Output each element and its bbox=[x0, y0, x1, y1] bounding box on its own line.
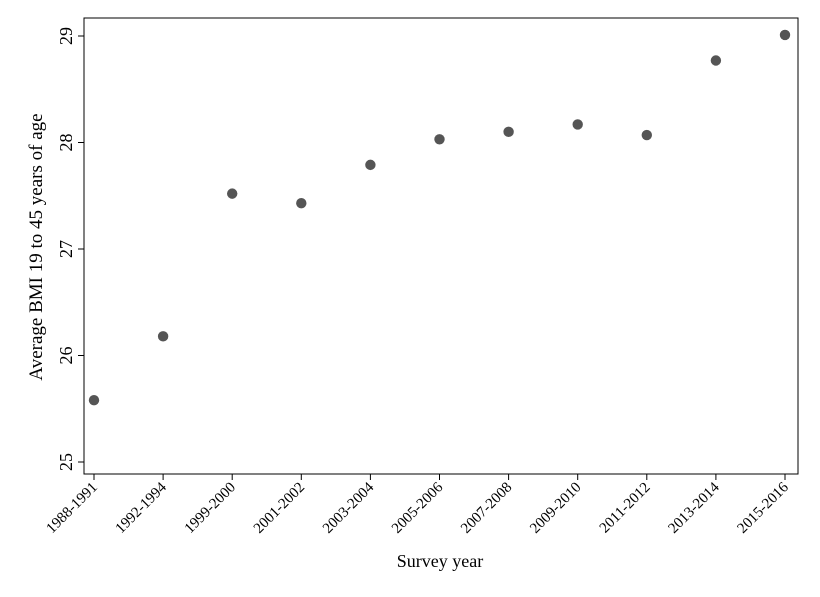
x-tick-label: 1999-2000 bbox=[182, 480, 239, 537]
data-point bbox=[88, 395, 100, 406]
data-point bbox=[503, 126, 514, 138]
x-tick-label: 2003-2004 bbox=[320, 479, 378, 537]
x-axis-title: Survey year bbox=[397, 551, 483, 571]
y-tick-label: 28 bbox=[56, 134, 76, 152]
x-tick-label: 2011-2012 bbox=[597, 480, 654, 537]
y-tick-label: 25 bbox=[56, 453, 76, 471]
x-axis: 1988-1991 1992-1994 1999-2000 2001-2002 2003… bbox=[44, 474, 793, 537]
data-point bbox=[641, 129, 652, 141]
x-tick-label: 2001-2002 bbox=[251, 480, 308, 537]
x-tick-label: 2009-2010 bbox=[527, 480, 584, 537]
y-tick-label: 29 bbox=[56, 27, 76, 45]
x-tick-label: 2015-2016 bbox=[735, 479, 793, 537]
data-point bbox=[710, 55, 722, 66]
data-point bbox=[572, 119, 583, 130]
data-point bbox=[434, 134, 445, 145]
plot-frame bbox=[83, 17, 799, 475]
y-axis-title: Average BMI 19 to 45 years of age bbox=[26, 113, 47, 380]
x-tick-label: 2005-2006 bbox=[389, 479, 447, 537]
x-tick-label: 1992-1994 bbox=[113, 479, 171, 537]
data-point bbox=[227, 188, 238, 199]
x-tick-label: 1988-1991 bbox=[44, 480, 101, 537]
data-point bbox=[157, 331, 169, 342]
y-tick-label: 26 bbox=[56, 347, 76, 365]
data-point bbox=[365, 159, 376, 171]
y-axis: 25 26 27 28 29 bbox=[56, 27, 84, 471]
x-tick-label: 2013-2014 bbox=[665, 479, 723, 537]
data-points bbox=[88, 29, 791, 406]
data-point bbox=[296, 198, 307, 209]
data-point bbox=[779, 29, 791, 41]
y-tick-label: 27 bbox=[56, 240, 76, 258]
x-tick-label: 2007-2008 bbox=[458, 480, 515, 537]
